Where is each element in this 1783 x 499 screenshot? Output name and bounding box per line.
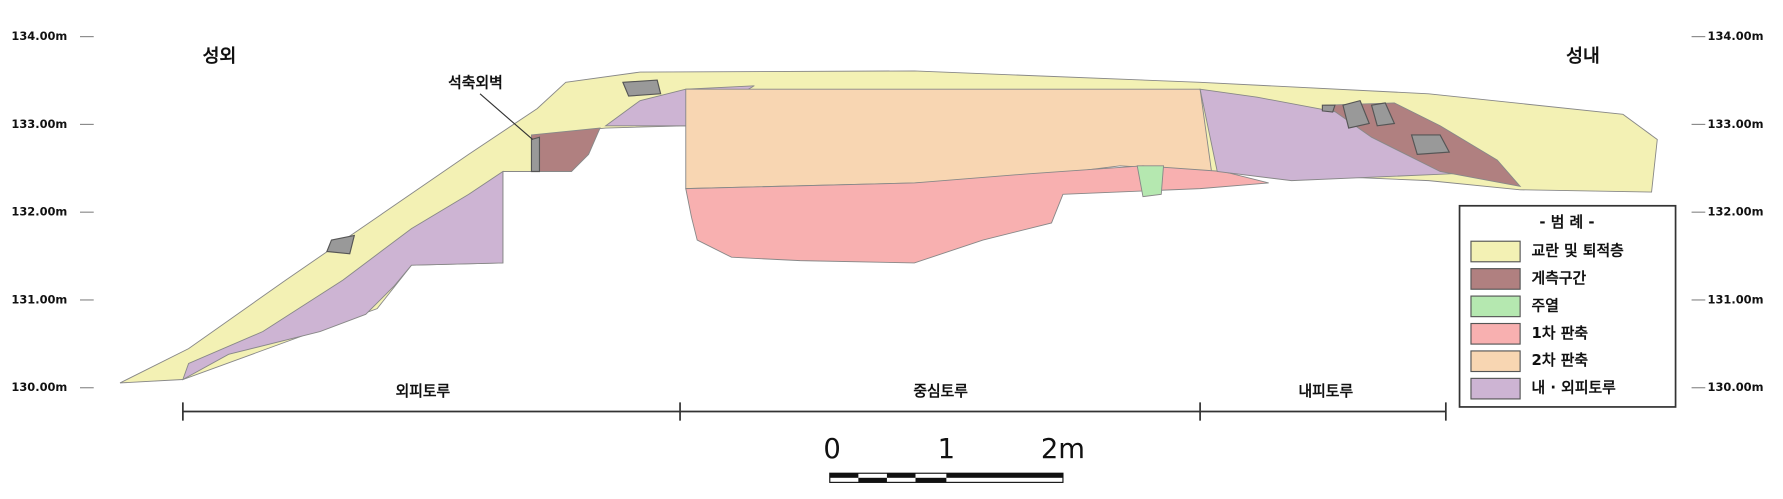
leader-line [479, 93, 533, 140]
legend-label: 내 · 외피토루 [1532, 379, 1617, 397]
section-name: 내피토루 [1299, 382, 1354, 400]
elevation-label: 133.00m [11, 117, 67, 131]
legend-swatch [1470, 268, 1521, 290]
elevation-label: 134.00m [11, 29, 67, 43]
inner-label: 성내 [1566, 46, 1600, 67]
legend-swatch [1470, 322, 1521, 345]
elevation-label: 132.00m [1708, 205, 1764, 219]
legend-label: 교란 및 퇴적층 [1532, 242, 1625, 260]
outer-label: 성외 [203, 46, 237, 67]
scale-bar [829, 472, 1064, 483]
legend-swatch [1470, 240, 1521, 263]
section-name: 중심토루 [913, 382, 968, 400]
elevation-label: 132.00m [11, 205, 67, 219]
legend-label: 게측구간 [1532, 269, 1587, 287]
legend-label: 2차 판축 [1532, 351, 1589, 369]
legend-swatch [1470, 377, 1521, 400]
section-line [182, 402, 1447, 421]
elevation-label: 131.00m [1708, 292, 1764, 306]
first-rammed [685, 165, 1269, 264]
scale-label: 2m [1041, 434, 1085, 465]
stones [326, 79, 1451, 255]
legend-label: 1차 판축 [1532, 324, 1589, 342]
legend-swatch [1470, 350, 1521, 373]
soil-layers [119, 70, 1658, 384]
scale-label: 0 [823, 434, 840, 465]
legend-title: - 범 례 - [1539, 213, 1594, 231]
excavation-left [531, 127, 601, 172]
wall-label: 석축외벽 [448, 73, 503, 91]
elevation-label: 134.00m [1708, 29, 1764, 43]
elevation-label: 133.00m [1708, 117, 1764, 131]
inner-outer-layer-left [182, 170, 504, 381]
elevation-label: 130.00m [11, 380, 67, 394]
scale-label: 1 [938, 434, 955, 465]
legend-label: 주열 [1532, 296, 1559, 314]
elevation-label: 131.00m [11, 292, 67, 306]
elevation-label: 130.00m [1708, 380, 1764, 394]
post-hole [1136, 165, 1165, 198]
legend-swatch [1470, 295, 1521, 318]
section-name: 외피토루 [396, 382, 451, 400]
